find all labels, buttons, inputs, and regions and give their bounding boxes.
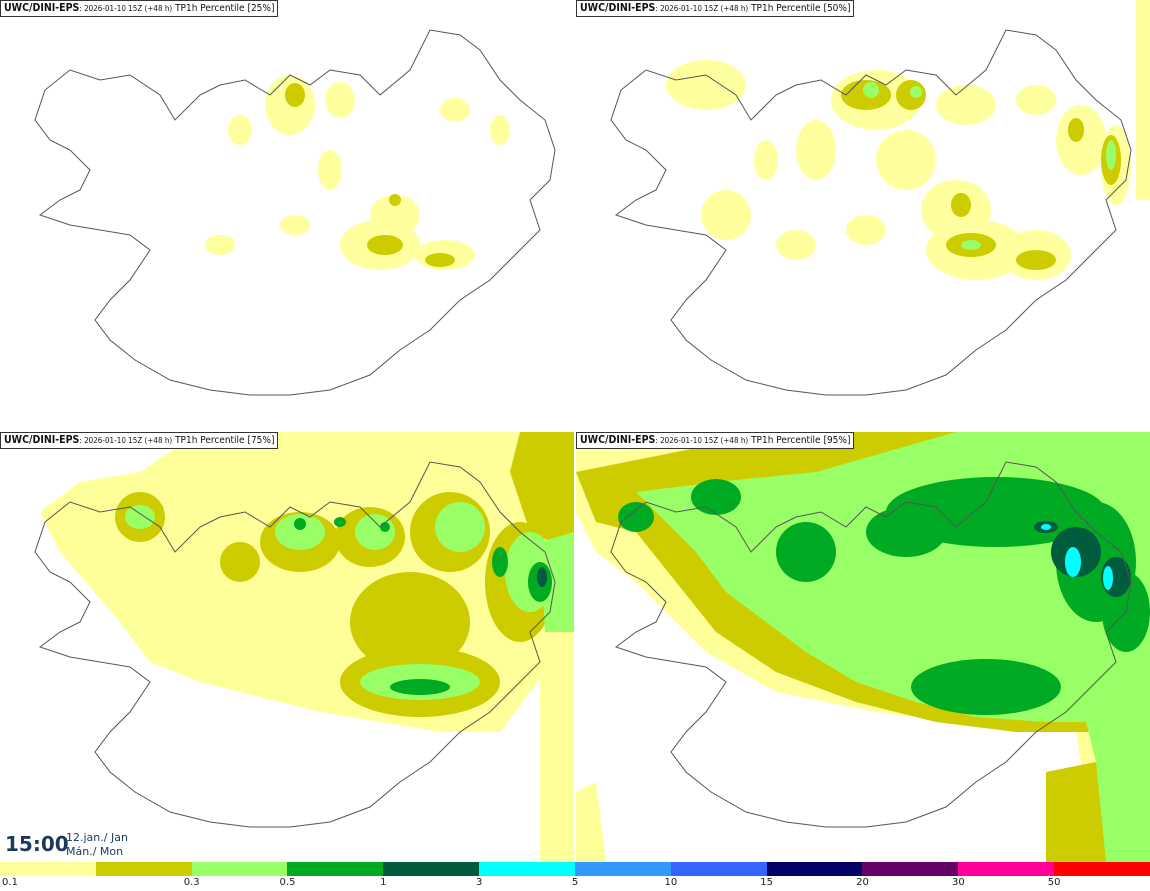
valid-date-line2: Mán./ Mon [66, 845, 124, 858]
panel-source: UWC/DINI-EPS [4, 2, 80, 14]
colorbar-segment [479, 862, 575, 876]
valid-time-box: 15:00 12.jan./ Jan Mán./ Mon [0, 826, 140, 862]
panel-field: TP1h Percentile [25%] [175, 3, 275, 14]
panel-source: UWC/DINI-EPS [580, 2, 656, 14]
colorbar-labels: 0.1 0.3 0.5 1 3 5 10 15 20 30 50 [0, 876, 1150, 891]
panel-title-p75: UWC/DINI-EPS: 2026-01-10 15Z (+48 h) TP1… [0, 432, 279, 449]
colorbar-tick-label: 30 [951, 877, 965, 888]
panel-separator [574, 0, 576, 862]
panel-run: : 2026-01-10 15Z (+48 h) [655, 4, 749, 13]
colorbar-tick-label: 20 [856, 877, 869, 888]
colorbar-tick-label: 0.1 [2, 877, 18, 888]
colorbar-segment [95, 862, 192, 876]
colorbar-segment [862, 862, 959, 876]
panel-source: UWC/DINI-EPS [4, 434, 80, 446]
colorbar-segment [670, 862, 767, 876]
valid-time: 15:00 [5, 832, 69, 856]
colorbar-segment [958, 862, 1055, 876]
colorbar-segment [574, 862, 671, 876]
colorbar-tick-label: 0.5 [279, 877, 296, 888]
precip-map-p75 [34, 432, 574, 862]
valid-date-line1: 12.jan./ Jan [66, 831, 128, 844]
map-panel-p75: UWC/DINI-EPS: 2026-01-10 15Z (+48 h) TP1… [0, 432, 574, 862]
colorbar-tick-label: 1 [380, 877, 387, 888]
colorbar-tick-label: 5 [571, 877, 579, 888]
precip-map-p50 [610, 0, 1150, 396]
panel-source: UWC/DINI-EPS [580, 434, 656, 446]
colorbar-segment [287, 862, 384, 876]
colorbar-segment [766, 862, 863, 876]
panel-title-p25: UWC/DINI-EPS: 2026-01-10 15Z (+48 h) TP1… [0, 0, 279, 17]
precip-colorbar [0, 862, 1150, 876]
colorbar-tick-label: 10 [664, 877, 678, 888]
panel-title-p95: UWC/DINI-EPS: 2026-01-10 15Z (+48 h) TP1… [576, 432, 855, 449]
colorbar-segment [383, 862, 480, 876]
colorbar-tick-label: 50 [1047, 877, 1061, 888]
map-panel-p25: UWC/DINI-EPS: 2026-01-10 15Z (+48 h) TP1… [0, 0, 574, 430]
panel-field: TP1h Percentile [75%] [175, 435, 275, 446]
colorbar-tick-label: 15 [760, 877, 774, 888]
colorbar-tick-label: 0.3 [183, 877, 200, 888]
panel-field: TP1h Percentile [50%] [751, 3, 851, 14]
valid-date: 12.jan./ Jan Mán./ Mon [66, 831, 128, 859]
precip-map-p95 [576, 432, 1150, 862]
colorbar-segment [191, 862, 288, 876]
colorbar-segment [0, 862, 96, 876]
panel-run: : 2026-01-10 15Z (+48 h) [655, 436, 749, 445]
panel-field: TP1h Percentile [95%] [751, 435, 851, 446]
precip-map-p25 [34, 29, 556, 396]
colorbar-tick-label: 3 [475, 877, 483, 888]
map-panel-p50: UWC/DINI-EPS: 2026-01-10 15Z (+48 h) TP1… [576, 0, 1150, 430]
panel-run: : 2026-01-10 15Z (+48 h) [79, 4, 173, 13]
panel-title-p50: UWC/DINI-EPS: 2026-01-10 15Z (+48 h) TP1… [576, 0, 855, 17]
panel-run: : 2026-01-10 15Z (+48 h) [79, 436, 173, 445]
map-panel-p95: UWC/DINI-EPS: 2026-01-10 15Z (+48 h) TP1… [576, 432, 1150, 862]
colorbar-segment [1054, 862, 1150, 876]
